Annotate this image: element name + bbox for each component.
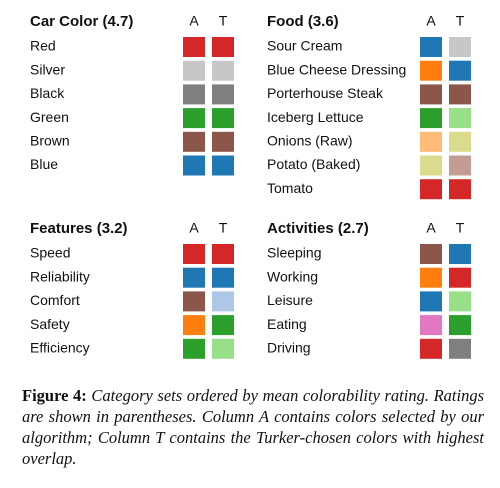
panel-title: Activities (2.7) [267, 220, 369, 237]
color-swatch [420, 291, 442, 312]
row-label: Blue Cheese Dressing [267, 61, 406, 77]
color-swatch [212, 315, 234, 336]
row-label: Safety [30, 316, 70, 332]
panel-title: Food (3.6) [267, 13, 339, 30]
row-label: Iceberg Lettuce [267, 109, 364, 125]
row-label: Brown [30, 133, 70, 149]
row-label: Reliability [30, 268, 90, 284]
color-swatch [420, 155, 442, 176]
color-swatch [420, 338, 442, 359]
row-label: Potato (Baked) [267, 156, 360, 172]
color-swatch [449, 60, 471, 81]
row-label: Green [30, 109, 69, 125]
row-label: Onions (Raw) [267, 133, 353, 149]
column-header: A [189, 13, 199, 29]
color-swatch [183, 131, 205, 152]
column-header: A [426, 220, 436, 236]
row-label: Sour Cream [267, 38, 342, 54]
color-swatch [212, 338, 234, 359]
color-swatch [420, 60, 442, 81]
panel-title: Car Color (4.7) [30, 13, 133, 30]
color-swatch [449, 108, 471, 129]
color-swatch [183, 108, 205, 129]
figure: Car Color (4.7) A T Red Silver Black Green Brow… [30, 13, 471, 359]
color-swatch [420, 244, 442, 264]
row-label: Comfort [30, 292, 80, 308]
color-swatch [420, 179, 442, 200]
color-swatch [449, 131, 471, 152]
color-swatch [420, 84, 442, 105]
color-swatch [449, 315, 471, 336]
color-swatch [449, 179, 471, 200]
panel-title: Features (3.2) [30, 220, 128, 237]
color-swatch [449, 338, 471, 359]
row-label: Tomato [267, 180, 313, 196]
color-swatch [183, 244, 205, 264]
row-label: Porterhouse Steak [267, 85, 384, 101]
caption-text: Category sets ordered by mean colorabili… [22, 386, 485, 468]
color-swatch [212, 267, 234, 288]
color-swatch [420, 315, 442, 336]
row-label: Working [267, 268, 318, 284]
color-swatch [183, 338, 205, 359]
color-swatch [183, 267, 205, 288]
color-swatch [420, 267, 442, 288]
row-label: Sleeping [267, 245, 322, 261]
column-header: T [219, 220, 228, 236]
row-label: Red [30, 38, 56, 54]
color-swatch [212, 37, 234, 57]
color-swatch [212, 291, 234, 312]
row-label: Black [30, 85, 65, 101]
color-swatch [420, 108, 442, 129]
column-header: A [426, 13, 436, 29]
color-swatch [420, 37, 442, 57]
column-header: T [219, 13, 228, 29]
color-swatch [449, 84, 471, 105]
color-swatch [183, 84, 205, 105]
color-swatch [183, 315, 205, 336]
color-swatch [449, 155, 471, 176]
color-swatch [449, 267, 471, 288]
color-swatch [183, 291, 205, 312]
color-swatch [212, 60, 234, 81]
color-swatch [212, 131, 234, 152]
column-header: T [456, 220, 465, 236]
column-header: A [189, 220, 199, 236]
caption-label: Figure 4: [22, 386, 87, 405]
row-label: Driving [267, 340, 311, 356]
row-label: Leisure [267, 292, 313, 308]
color-swatch [449, 37, 471, 57]
row-label: Efficiency [30, 340, 90, 356]
color-swatch [183, 155, 205, 176]
color-swatch [212, 244, 234, 264]
row-label: Blue [30, 156, 58, 172]
row-label: Eating [267, 316, 307, 332]
row-label: Silver [30, 61, 65, 77]
color-swatch [183, 60, 205, 81]
color-swatch [420, 131, 442, 152]
color-swatch [449, 244, 471, 264]
color-swatch [212, 84, 234, 105]
color-swatch [449, 291, 471, 312]
color-swatch [212, 155, 234, 176]
caption: Figure 4: Category sets ordered by mean … [22, 385, 484, 469]
column-header: T [456, 13, 465, 29]
color-swatch [212, 108, 234, 129]
row-label: Speed [30, 245, 70, 261]
color-swatch [183, 37, 205, 57]
